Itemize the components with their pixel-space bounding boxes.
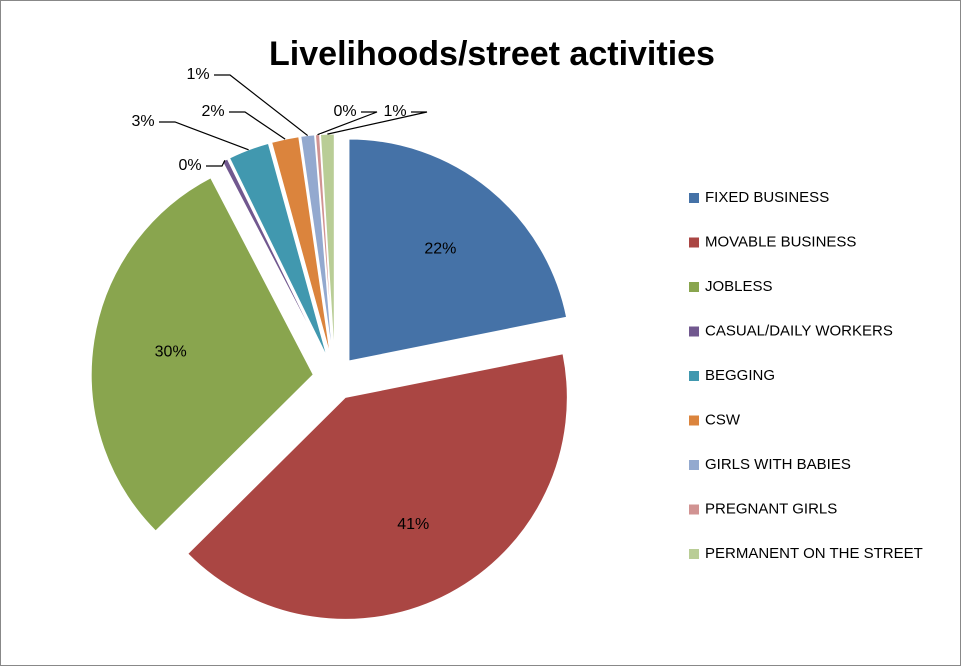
legend-swatch [689, 460, 699, 470]
legend-swatch [689, 237, 699, 248]
leader-line [317, 111, 378, 136]
leader-line [229, 111, 286, 140]
pie-slice [300, 134, 334, 357]
legend-label: FIXED BUSINESS [705, 189, 829, 206]
data-label: 1% [383, 103, 406, 120]
data-label: 0% [178, 157, 201, 174]
chart-title: Livelihoods/street activities [269, 35, 715, 73]
legend-label: MOVABLE BUSINESS [705, 233, 856, 250]
leader-line [214, 74, 309, 137]
legend-swatch [689, 193, 699, 203]
pie-slice [90, 177, 314, 532]
legend-label: CSW [705, 411, 741, 428]
leader-line [327, 111, 428, 135]
pie-slice [314, 133, 334, 357]
pie-slice [187, 353, 568, 620]
data-label: 1% [186, 66, 209, 83]
legend-label: BEGGING [705, 367, 775, 384]
pie-slice [348, 138, 568, 362]
legend-swatch [689, 326, 699, 337]
legend-swatch [689, 549, 699, 559]
legend-label: JOBLESS [705, 278, 773, 295]
data-label: 41% [397, 516, 429, 533]
legend-label: GIRLS WITH BABIES [705, 456, 851, 473]
legend-swatch [689, 371, 699, 381]
legend-label: PREGNANT GIRLS [705, 500, 837, 517]
leader-line [206, 159, 226, 167]
data-label: 22% [424, 241, 456, 258]
legend-swatch [689, 282, 699, 292]
data-label: 0% [333, 103, 356, 120]
legend-swatch [689, 415, 699, 426]
data-label: 2% [201, 103, 224, 120]
legend-swatch [689, 504, 699, 515]
legend-label: CASUAL/DAILY WORKERS [705, 322, 893, 339]
leader-line [159, 121, 249, 151]
pie-slice [228, 142, 328, 358]
data-label: 30% [155, 344, 187, 361]
legend-label: PERMANENT ON THE STREET [705, 545, 923, 562]
data-label: 3% [131, 113, 154, 130]
